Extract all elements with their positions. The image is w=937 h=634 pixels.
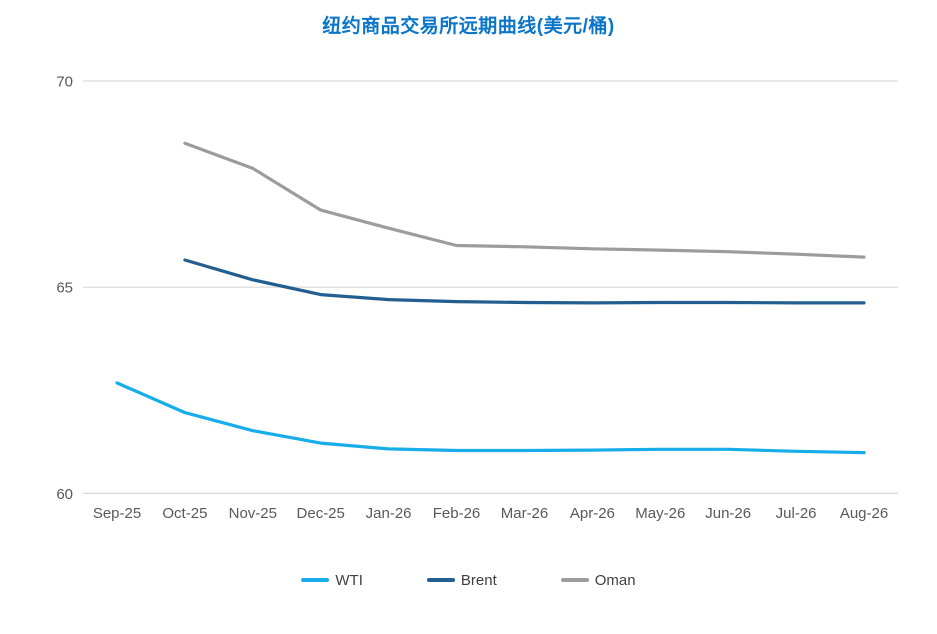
legend: WTI Brent Oman	[0, 570, 937, 590]
oman-line-swatch	[560, 578, 589, 582]
x-tick-label: Nov-25	[229, 505, 277, 522]
wti-line-swatch	[301, 578, 330, 582]
x-tick-label: Aug-26	[840, 505, 888, 522]
x-tick-label: Mar-26	[501, 505, 549, 522]
legend-label-oman: Oman	[594, 571, 636, 589]
y-tick-label: 70	[56, 74, 73, 91]
series-line-oman	[183, 141, 866, 259]
legend-label-brent: Brent	[460, 571, 497, 589]
x-tick-label: Apr-26	[570, 505, 615, 522]
legend-item-brent: Brent	[426, 571, 497, 589]
x-tick-label: May-26	[635, 505, 685, 522]
chart-title: 纽约商品交易所远期曲线(美元/桶)	[322, 16, 615, 37]
x-tick-label: Feb-26	[433, 505, 481, 522]
series-line-wti	[115, 381, 866, 455]
legend-item-wti: WTI	[301, 572, 363, 589]
brent-line-swatch	[426, 578, 455, 582]
x-tick-label: Jul-26	[776, 505, 817, 522]
x-tick-label: Dec-25	[297, 505, 345, 522]
legend-item-oman: Oman	[560, 571, 636, 589]
y-tick-label: 65	[56, 280, 73, 297]
series-line-brent	[183, 258, 866, 305]
x-tick-label: Sep-25	[93, 505, 141, 522]
y-tick-label: 60	[56, 486, 73, 503]
legend-label-wti: WTI	[335, 571, 363, 589]
x-tick-label: Jun-26	[705, 505, 751, 522]
x-tick-label: Oct-25	[162, 505, 207, 522]
x-tick-label: Jan-26	[366, 505, 412, 522]
